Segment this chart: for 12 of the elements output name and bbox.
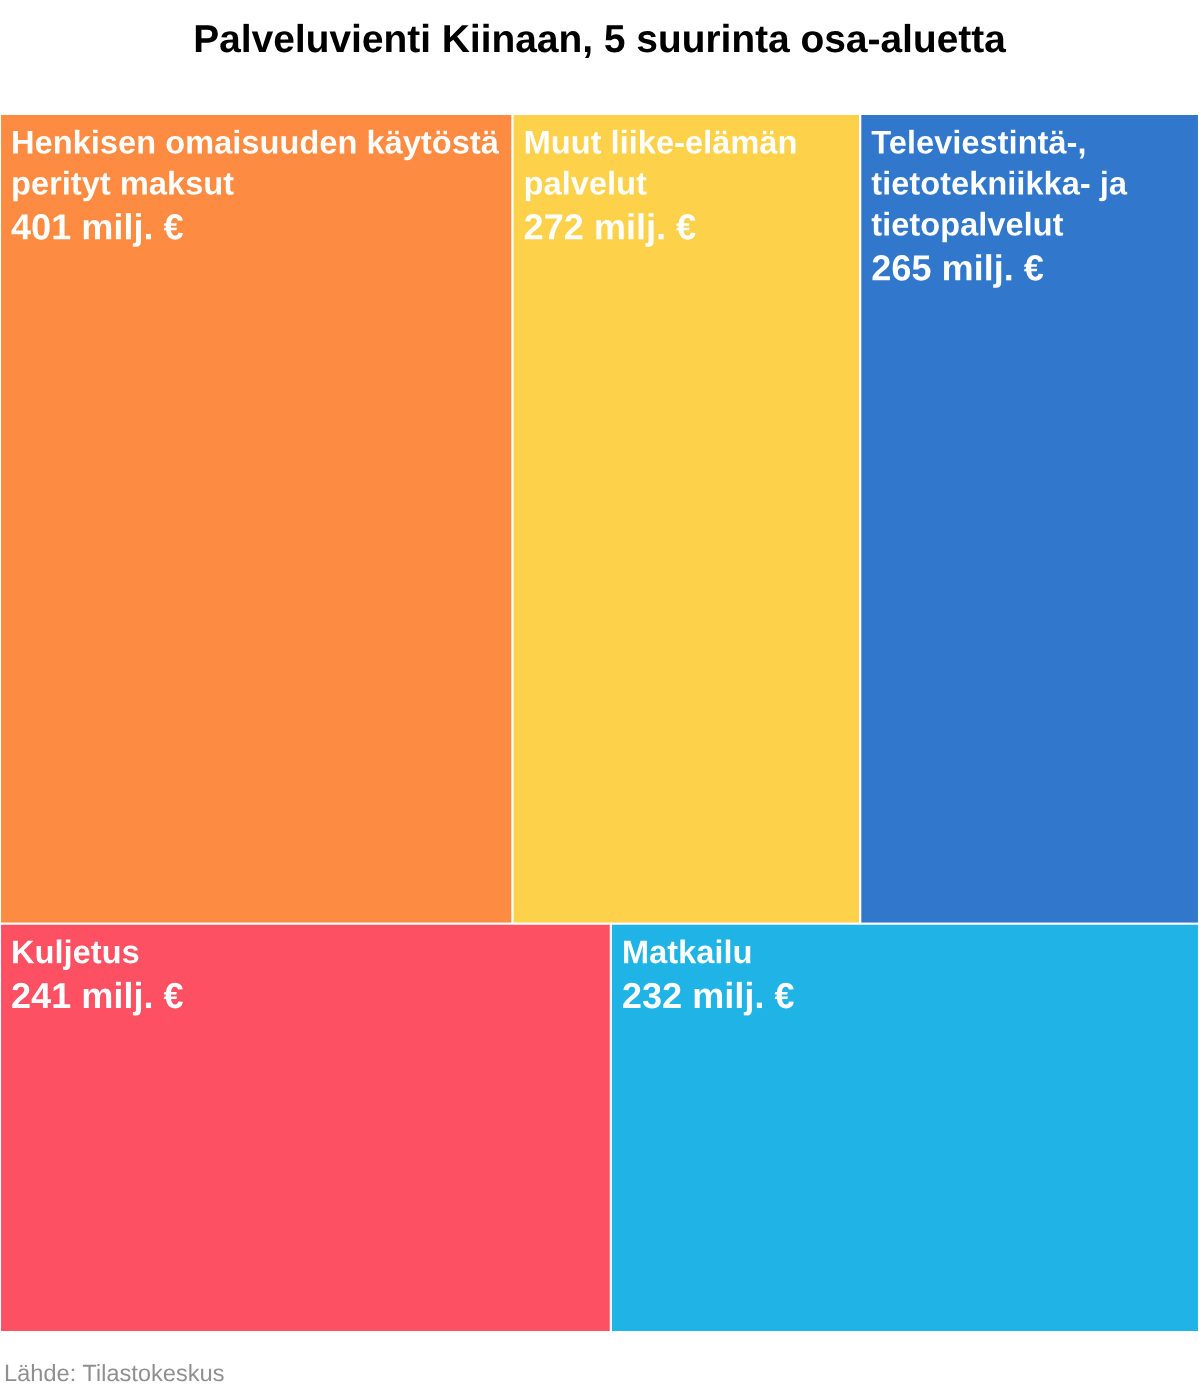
data-label: 265 milj. €: [872, 254, 1044, 288]
text: Lähde: Tilastokeskus: [5, 1363, 224, 1382]
category-label: Matkailu: [624, 939, 751, 964]
category-label: Henkisen omaisuuden käytöstä perityt maksut: [13, 129, 500, 202]
data-label: 272 milj. €: [524, 213, 696, 247]
data-label: 401 milj. €: [11, 213, 183, 247]
data-label: 241 milj. €: [12, 981, 183, 1016]
category-label: Kuljetus: [13, 939, 139, 970]
text: Palveluvienti Kiinaan, 5 suurinta osa-aluetta: [195, 23, 1007, 59]
category-label: Televiestintä-, tietotekniikka- ja tietopalvelut: [871, 129, 1128, 243]
category-label: Muut liike-elämän palvelut: [525, 129, 796, 202]
data-label: 232 milj. €: [623, 981, 794, 1016]
